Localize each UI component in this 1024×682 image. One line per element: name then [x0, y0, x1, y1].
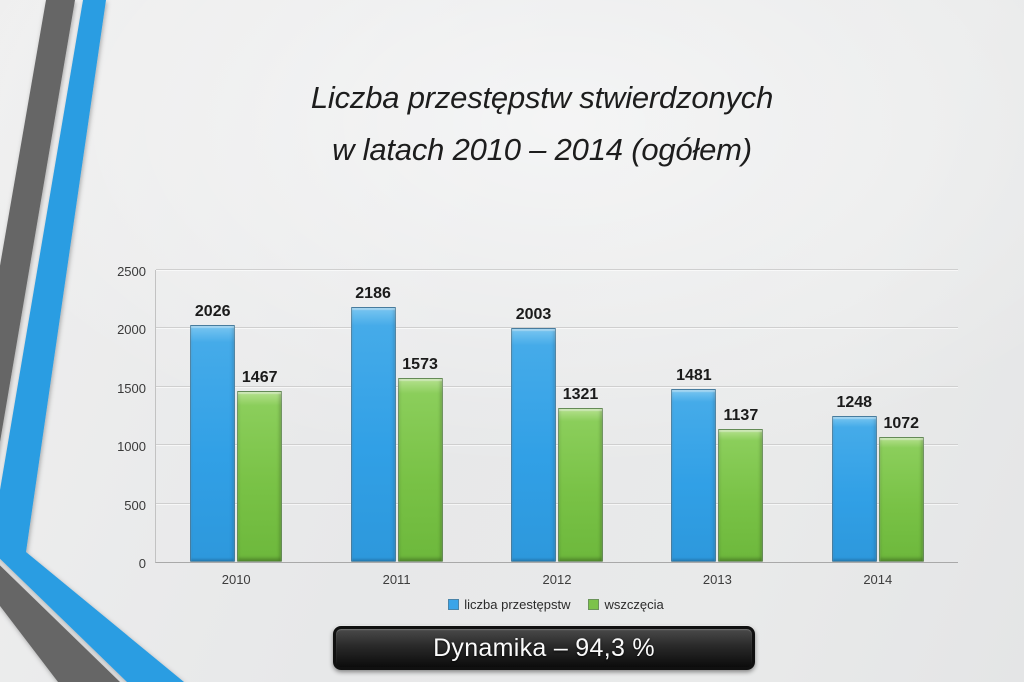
- gridline: [156, 327, 958, 329]
- bar-series1-2011: 2186: [350, 285, 396, 562]
- bar-series2-2014: 1072: [878, 415, 924, 562]
- bar-value-label: 2003: [515, 306, 552, 324]
- y-tick-label: 1000: [117, 439, 146, 455]
- gridline: [156, 269, 958, 270]
- bar-series1-2010: 2026: [190, 303, 236, 562]
- dynamika-banner-text: Dynamika – 94,3 %: [433, 633, 655, 662]
- bar-series2-2013: 1137: [718, 407, 764, 562]
- y-tick-label: 500: [124, 497, 146, 513]
- bar-series2-2012: 1321: [557, 386, 603, 562]
- bar-value-label: 2186: [355, 284, 391, 302]
- bar-series2-2011: 1573: [397, 356, 443, 562]
- y-axis-labels: 0 500 1000 1500 2000 2500: [90, 264, 146, 571]
- bar-value-label: 1481: [676, 367, 712, 385]
- x-tick-label: 2011: [382, 572, 411, 587]
- bar-series1-2012: 2003: [510, 306, 556, 562]
- bar-series2-2010: 1467: [237, 369, 283, 562]
- bar-group-2012: 2003 1321 2012: [477, 270, 637, 587]
- x-tick-label: 2010: [221, 572, 251, 587]
- bar-value-label: 1321: [562, 385, 599, 403]
- slide-title: Liczba przestępstw stwierdzonych w latac…: [70, 72, 1014, 176]
- bar-value-label: 2026: [194, 303, 231, 321]
- bar-chart-plot-area: 0 500 1000 1500 2000 2500 2026 1467 2010 2186 157…: [117, 264, 958, 587]
- y-tick-label: 2000: [117, 322, 146, 338]
- bar-group-2010: 2026 1467 2010: [156, 270, 316, 587]
- y-tick-label: 0: [138, 556, 146, 571]
- bar-value-label: 1072: [883, 414, 920, 432]
- x-tick-label: 2014: [863, 572, 893, 587]
- bar-group-2014: 1248 1072 2014: [798, 270, 958, 587]
- slide-title-line1: Liczba przestępstw stwierdzonych: [310, 80, 774, 115]
- bar-value-label: 1467: [241, 368, 278, 386]
- legend-color-swatch: [448, 599, 460, 610]
- legend-item-series2: wszczęcia: [588, 597, 664, 612]
- legend-label: wszczęcia: [604, 597, 664, 612]
- legend-label: liczba przestępstw: [464, 597, 571, 612]
- slide-title-line2: w latach 2010 – 2014 (ogółem): [332, 132, 752, 167]
- gridline: [156, 385, 958, 387]
- bar-value-label: 1248: [836, 394, 873, 412]
- gridline: [156, 502, 958, 504]
- gridline: [156, 444, 958, 446]
- bar-value-label: 1137: [723, 407, 759, 425]
- legend-item-series1: liczba przestępstw: [448, 597, 570, 612]
- bar-group-2011: 2186 1573 2011: [316, 270, 476, 587]
- y-tick-label: 2500: [117, 264, 146, 279]
- dynamika-banner: Dynamika – 94,3 %: [333, 626, 755, 670]
- bar-series1-2013: 1481: [671, 367, 717, 562]
- chart-legend: liczba przestępstw wszczęcia: [155, 597, 957, 612]
- x-tick-label: 2012: [542, 572, 572, 587]
- legend-color-swatch: [588, 599, 600, 610]
- bar-series1-2014: 1248: [831, 394, 877, 562]
- x-tick-label: 2013: [702, 572, 732, 587]
- bar-value-label: 1573: [402, 356, 438, 374]
- y-tick-label: 1500: [117, 380, 146, 396]
- bar-group-2013: 1481 1137 2013: [637, 270, 797, 587]
